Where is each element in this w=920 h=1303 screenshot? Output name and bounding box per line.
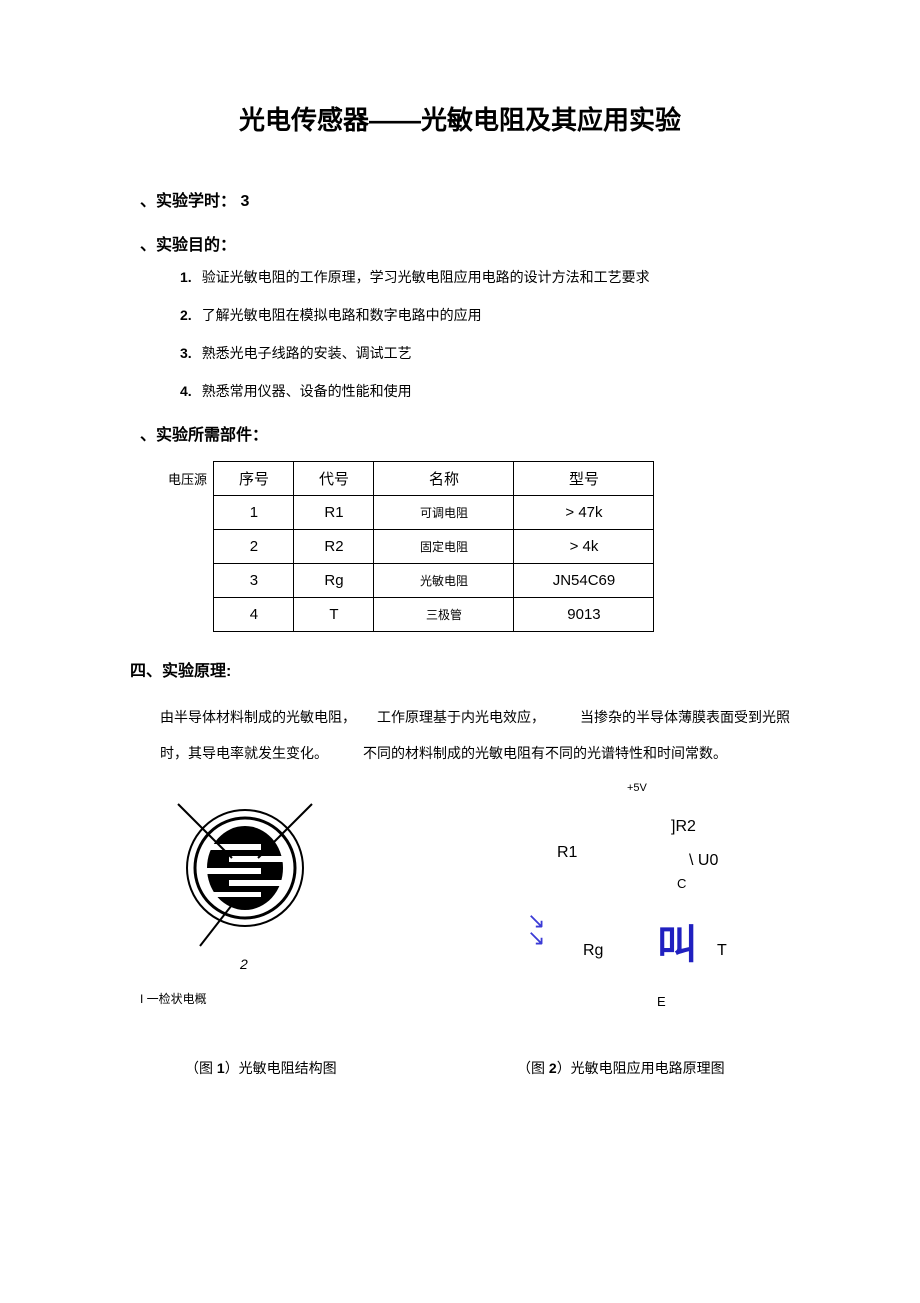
th-seq: 序号 [214, 462, 294, 496]
table-row: 1 R1 可调电阻 > 47k [214, 496, 654, 530]
table-row: 4 T 三极管 9013 [214, 598, 654, 632]
circuit-rg-label: Rg [583, 942, 603, 960]
cell-model: > 4k [514, 530, 654, 564]
objective-item: 1. 验证光敏电阻的工作原理，学习光敏电阻应用电路的设计方法和工艺要求 [180, 267, 820, 287]
objectives-list: 1. 验证光敏电阻的工作原理，学习光敏电阻应用电路的设计方法和工艺要求 2. 了解光… [180, 267, 820, 401]
cell-model: 9013 [514, 598, 654, 632]
figure-captions: （图 1）光敏电阻结构图 （图 2）光敏电阻应用电路原理图 [100, 1058, 820, 1078]
table-header-row: 序号 代号 名称 型号 [214, 462, 654, 496]
obj-num: 4. [180, 383, 192, 399]
cell-seq: 3 [214, 564, 294, 598]
obj-num: 1. [180, 269, 192, 285]
circuit-t-label: T [717, 942, 727, 960]
obj-num: 2. [180, 307, 192, 323]
figure-1-caption: （图 1）光敏电阻结构图 [130, 1058, 427, 1078]
circuit-diagram: +5V ]R2 R1 \ U0 C ↘ ↘ Rg 叫 T E [427, 782, 790, 1022]
page-title: 光电传感器——光敏电阻及其应用实验 [100, 100, 820, 137]
transistor-glyph-icon: 叫 [657, 912, 697, 970]
figures-row: 2 I 一检状电概 +5V ]R2 R1 \ U0 C ↘ ↘ Rg 叫 T E [100, 782, 820, 1022]
figure-2-caption: （图 2）光敏电阻应用电路原理图 [427, 1058, 790, 1078]
table-row: 3 Rg 光敏电阻 JN54C69 [214, 564, 654, 598]
cell-name: 可调电阻 [374, 496, 514, 530]
figure-1-number: 2 [240, 956, 427, 972]
obj-text: 验证光敏电阻的工作原理，学习光敏电阻应用电路的设计方法和工艺要求 [202, 269, 650, 285]
objective-item: 2. 了解光敏电阻在模拟电路和数字电路中的应用 [180, 305, 820, 325]
cell-code: Rg [294, 564, 374, 598]
obj-text: 了解光敏电阻在模拟电路和数字电路中的应用 [202, 307, 482, 323]
objective-item: 3. 熟悉光电子线路的安装、调试工艺 [180, 343, 820, 363]
cell-seq: 2 [214, 530, 294, 564]
figure-2-container: +5V ]R2 R1 \ U0 C ↘ ↘ Rg 叫 T E [427, 782, 790, 1022]
cap-text: ）光敏电阻应用电路原理图 [557, 1060, 725, 1076]
cell-code: R2 [294, 530, 374, 564]
obj-text: 熟悉光电子线路的安装、调试工艺 [202, 345, 412, 361]
voltage-source-label: 电压源 [168, 469, 207, 488]
cap-num: 1 [217, 1060, 225, 1076]
section-4-header: 四、实验原理: [130, 657, 820, 681]
circuit-r1-label: R1 [557, 844, 577, 862]
s1-value: 3 [240, 193, 249, 210]
circuit-vcc-label: +5V [627, 782, 647, 794]
table-row: 2 R2 固定电阻 > 4k [214, 530, 654, 564]
section-2-header: 、实验目的： [140, 231, 820, 255]
obj-num: 3. [180, 345, 192, 361]
cell-name: 固定电阻 [374, 530, 514, 564]
ldr-structure-icon [160, 786, 330, 956]
cell-name: 三极管 [374, 598, 514, 632]
figure-1-subtext: I 一检状电概 [140, 990, 427, 1007]
cell-code: T [294, 598, 374, 632]
th-name: 名称 [374, 462, 514, 496]
cap-text: ）光敏电阻结构图 [225, 1060, 337, 1076]
circuit-e-label: E [657, 994, 666, 1009]
cell-name: 光敏电阻 [374, 564, 514, 598]
th-model: 型号 [514, 462, 654, 496]
light-arrows-icon: ↘ ↘ [527, 912, 545, 947]
cap-text: （图 [517, 1060, 549, 1076]
cap-num: 2 [549, 1060, 557, 1076]
cap-text: （图 [185, 1060, 217, 1076]
circuit-u0-label: \ U0 [689, 852, 718, 870]
principle-paragraph: 由半导体材料制成的光敏电阻， 工作原理基于内光电效应， 当掺杂的半导体薄膜表面受… [160, 699, 790, 772]
cell-model: JN54C69 [514, 564, 654, 598]
cell-seq: 4 [214, 598, 294, 632]
cell-code: R1 [294, 496, 374, 530]
circuit-r2-label: ]R2 [671, 818, 696, 836]
circuit-c-label: C [677, 876, 686, 891]
objective-item: 4. 熟悉常用仪器、设备的性能和使用 [180, 381, 820, 401]
section-1-header: 、实验学时： 3 [140, 187, 820, 211]
s1-label: 、实验学时： [140, 193, 236, 210]
th-code: 代号 [294, 462, 374, 496]
section-3-header: 、实验所需部件： [140, 421, 820, 445]
parts-table: 序号 代号 名称 型号 1 R1 可调电阻 > 47k 2 R2 固定电阻 > … [213, 461, 654, 632]
cell-model: > 47k [514, 496, 654, 530]
obj-text: 熟悉常用仪器、设备的性能和使用 [202, 383, 412, 399]
figure-1-container: 2 I 一检状电概 [130, 782, 427, 1022]
cell-seq: 1 [214, 496, 294, 530]
